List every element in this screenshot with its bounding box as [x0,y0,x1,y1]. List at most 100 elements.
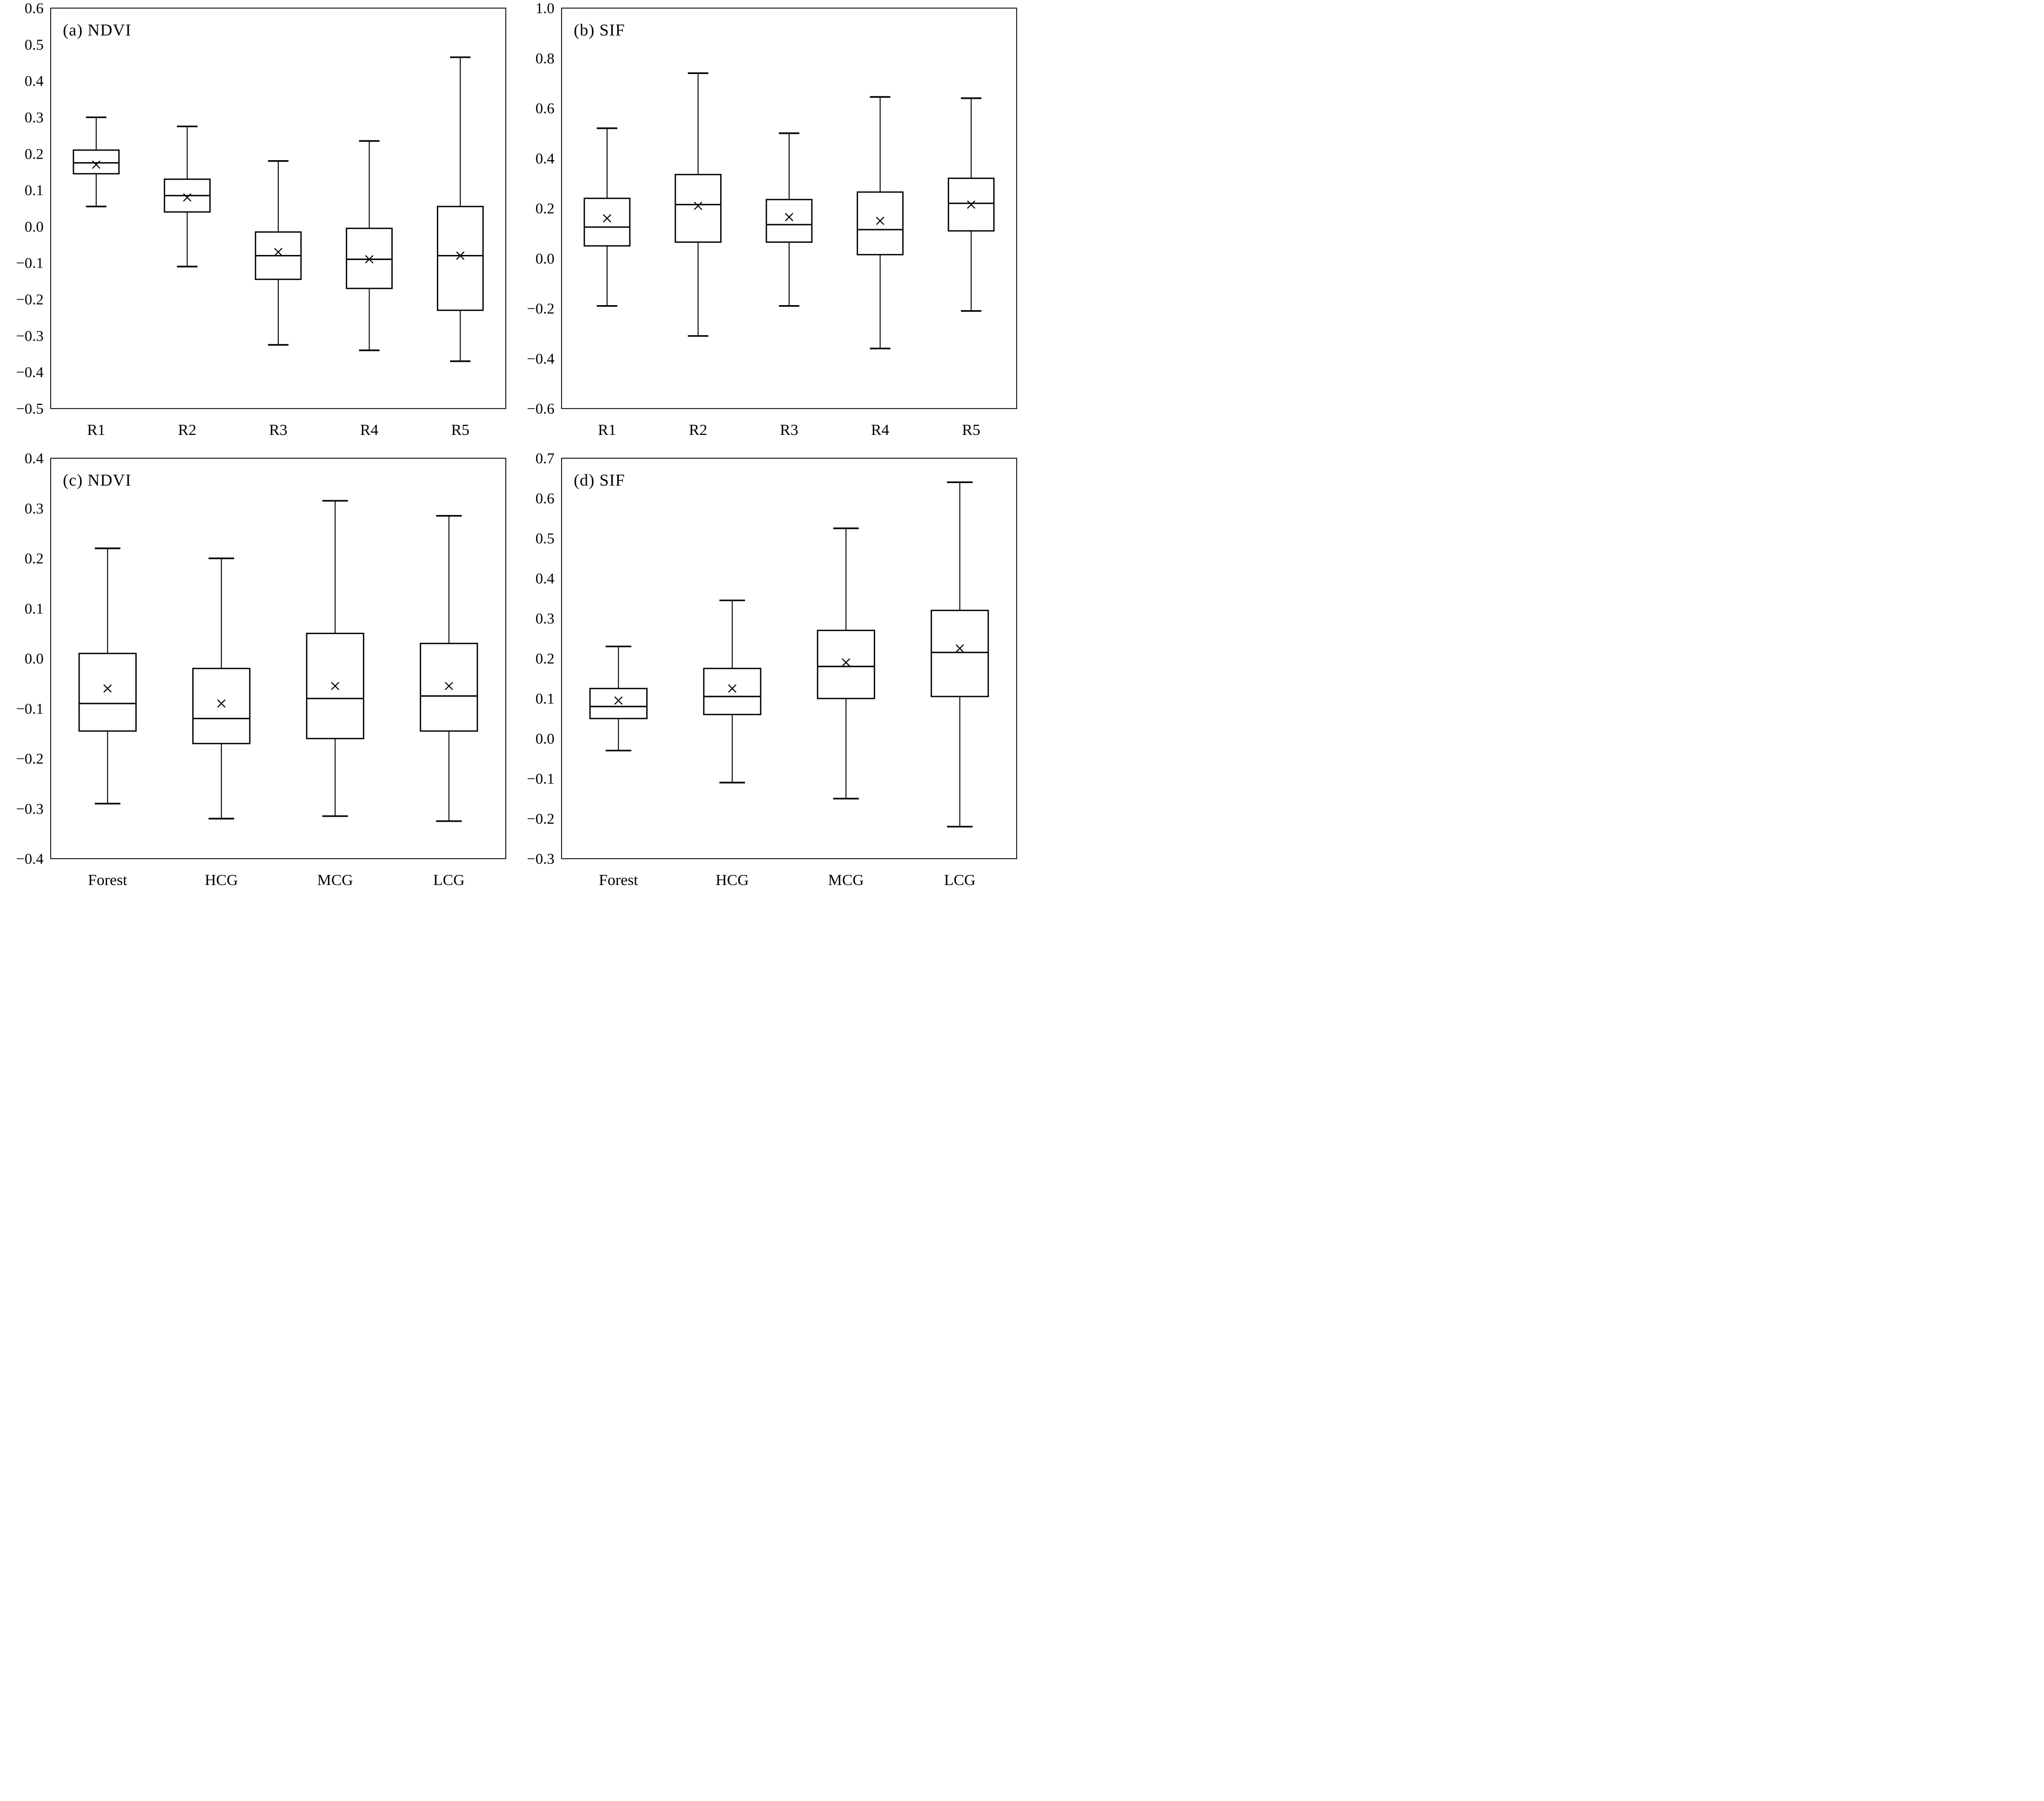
panel-c-title: (c) NDVI [63,471,132,490]
iqr-box [78,652,137,732]
box-R5 [947,97,995,312]
panel-a-title: (a) NDVI [63,21,132,40]
iqr-box [192,668,251,745]
y-tick-label: 0.6 [536,100,555,117]
box-HCG [703,599,762,784]
iqr-box [931,609,989,697]
y-tick-label: −0.3 [16,800,44,817]
x-category-label: HCG [716,871,749,889]
x-category-label: Forest [599,871,639,889]
mean-marker [614,696,623,705]
mean-marker [444,682,453,690]
panel-b: 1.0 0.8 0.6 0.4 0.2 0.0 −0.2 −0.4 −0.6 R1 R2 R3 R4 R5… [511,0,1022,450]
y-tick-label: 0.0 [25,650,44,667]
panel-b-plot: 1.0 0.8 0.6 0.4 0.2 0.0 −0.2 −0.4 −0.6 R1 R2 R3 R4 R5 [527,0,1017,438]
y-tick-label: 0.2 [536,650,555,667]
y-tick-label: −0.4 [16,851,44,867]
box-R5 [436,56,484,362]
y-tick-label: −0.1 [16,255,44,272]
y-tick-label: 0.1 [25,182,44,199]
panel-d-title: (d) SIF [574,471,625,490]
x-category-label: R3 [269,421,287,438]
x-category-label: R3 [780,421,798,438]
plot-frame [50,8,506,409]
mean-marker [103,684,112,693]
y-tick-label: 1.0 [536,0,555,17]
box-MCG [816,527,875,800]
box-R1 [72,116,120,208]
y-tick-label: −0.3 [16,327,44,344]
y-tick-label: 0.7 [536,450,555,467]
mean-marker [456,251,465,260]
mean-marker [274,247,283,256]
iqr-box [583,197,630,247]
y-tick-label: 0.5 [25,36,44,53]
mean-marker [183,193,192,202]
y-tick-label: 0.5 [536,530,555,547]
x-category-label: R4 [360,421,379,438]
y-tick-label: 0.6 [536,490,555,507]
mean-marker [694,201,702,210]
y-tick-label: 0.2 [25,145,44,162]
x-category-label: R2 [178,421,196,438]
iqr-box [765,199,813,243]
x-category-label: R5 [451,421,469,438]
mean-marker [92,160,101,169]
iqr-box [72,149,120,175]
mean-marker [967,200,976,209]
iqr-box [675,174,722,243]
panel-b-title: (b) SIF [574,21,625,40]
y-tick-label: −0.3 [527,851,554,867]
x-category-label: Forest [88,871,128,889]
box-R1 [583,127,630,307]
y-tick-label: 0.2 [25,550,44,567]
box-R2 [675,72,722,337]
y-tick-label: 0.2 [536,200,555,217]
mean-marker [785,213,794,222]
panel-c: 0.4 0.3 0.2 0.1 0.0 −0.1 −0.2 −0.3 −0.4 Forest HCG… [0,450,511,900]
y-tick-label: 0.1 [536,690,555,707]
y-tick-label: 0.3 [536,610,555,627]
mean-marker [955,644,964,653]
mean-marker [876,216,884,225]
iqr-box [346,228,393,289]
x-category-label: MCG [828,871,864,889]
y-tick-label: 0.1 [25,600,44,617]
y-tick-label: 0.6 [25,0,44,17]
y-tick-label: −0.2 [527,811,554,827]
box-R4 [346,140,393,351]
y-tick-label: −0.4 [527,350,554,367]
panel-a-plot: 0.6 0.5 0.4 0.3 0.2 0.1 0.0 −0.1 −0.2 −0.3 −0.4 −0.… [16,0,506,438]
x-category-label: R2 [689,421,707,438]
box-R2 [164,125,211,268]
iqr-box [420,643,478,732]
panel-d: 0.7 0.6 0.5 0.4 0.3 0.2 0.1 0.0 −0.1 −0.2 −0.3 Fore… [511,450,1022,900]
y-tick-label: 0.8 [536,50,555,67]
box-R3 [765,132,813,307]
x-category-label: R1 [598,421,616,438]
y-tick-label: −0.2 [16,291,44,308]
box-LCG [931,481,989,828]
iqr-box [589,687,648,719]
y-tick-label: 0.0 [536,250,555,267]
mean-marker [603,214,612,223]
x-category-label: MCG [317,871,353,889]
iqr-box [436,206,484,311]
x-category-label: LCG [944,871,976,889]
box-R4 [857,96,904,350]
panel-c-plot: 0.4 0.3 0.2 0.1 0.0 −0.1 −0.2 −0.3 −0.4 Forest HCG… [16,450,506,889]
mean-marker [842,658,850,667]
y-tick-label: 0.0 [25,218,44,235]
y-tick-label: −0.5 [16,400,44,417]
box-HCG [192,557,251,820]
y-tick-label: −0.1 [16,701,44,717]
mean-marker [331,682,340,690]
y-tick-label: 0.4 [25,73,44,90]
x-category-label: HCG [205,871,238,889]
panel-a: 0.6 0.5 0.4 0.3 0.2 0.1 0.0 −0.1 −0.2 −0.3 −0.4 −0.… [0,0,511,450]
box-MCG [306,500,364,817]
y-tick-label: −0.2 [527,301,554,317]
box-R3 [254,160,302,346]
boxplot-figure: 0.6 0.5 0.4 0.3 0.2 0.1 0.0 −0.1 −0.2 −0.3 −0.4 −0.… [0,0,1022,900]
y-tick-label: 0.4 [536,150,555,167]
